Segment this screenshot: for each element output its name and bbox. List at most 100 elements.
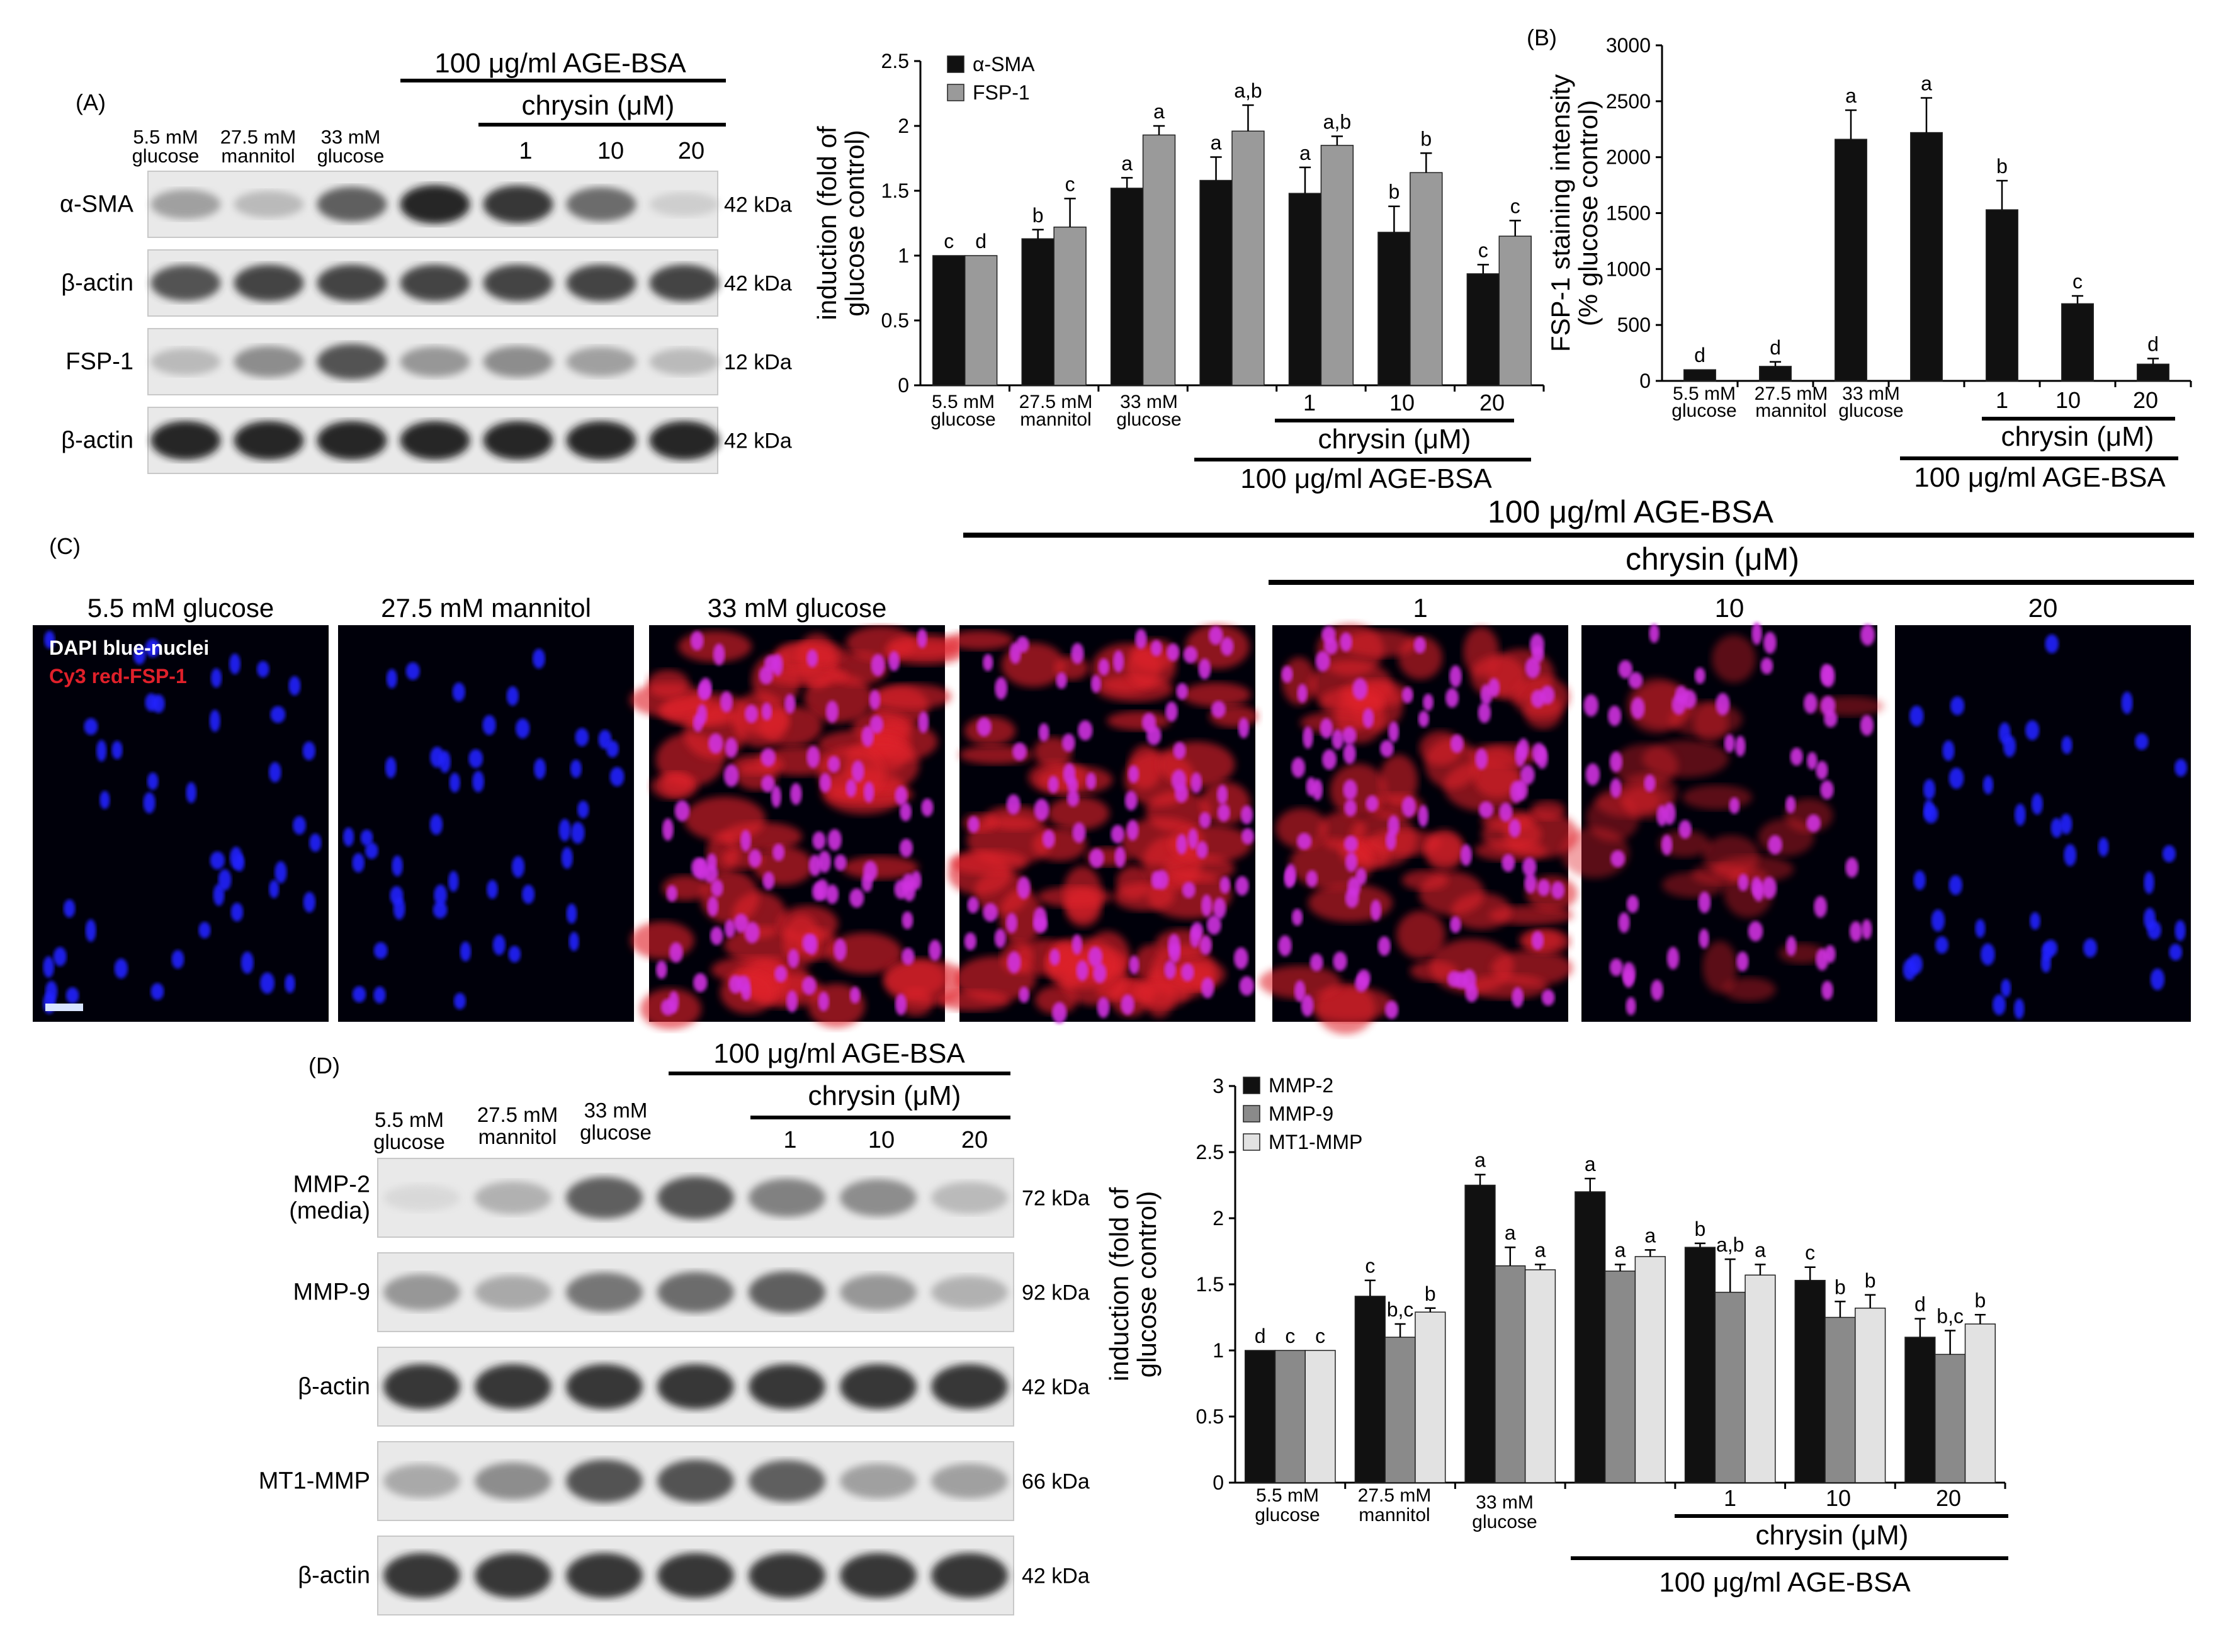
fsp1-signal [1047,796,1110,830]
nucleus [1017,876,1031,900]
nucleus [1213,897,1226,919]
nucleus [725,737,738,758]
nucleus [808,854,822,876]
nucleus [693,973,708,992]
nucleus [448,871,459,892]
blot-band [475,1275,551,1310]
blot-row-label: MT1-MMP [259,1468,370,1495]
age-bsa-label: 100 μg/ml AGE-BSA [713,1038,965,1069]
y-tick-label: 0 [1213,1471,1224,1494]
nucleus [1355,974,1369,992]
nucleus [1460,844,1472,866]
y-axis-label: glucose control) [1132,1191,1162,1378]
nucleus [230,902,244,922]
x-label-dose: 1 [1996,387,2008,413]
nucleus [1729,797,1740,814]
fsp1-signal [630,921,694,959]
nucleus [1649,623,1660,643]
y-tick-label: 1.5 [1196,1273,1224,1296]
blot-band [475,1364,551,1410]
nucleus [1201,977,1214,999]
nucleus [1607,705,1622,727]
nucleus [452,682,465,702]
blot-band [749,1553,825,1598]
bar [1464,1184,1496,1483]
image-header: 20 [2028,593,2058,623]
blot-band [317,421,387,460]
fsp1-signal [1133,979,1190,1008]
nucleus [1768,835,1783,855]
blot-band [400,421,470,460]
chart-b-age-label: 100 μg/ml AGE-BSA [1914,462,2166,493]
blot-row-label: FSP-1 [65,349,133,375]
nucleus [740,830,752,852]
nucleus [218,869,232,891]
nucleus [570,759,582,778]
nucleus [733,914,749,933]
nucleus [434,885,448,906]
nucleus [1948,875,1962,895]
fsp1-signal [1113,882,1175,911]
y-tick-label: 2.5 [881,50,909,72]
x-label-line: glucose [930,409,995,430]
nucleus [888,651,900,672]
x-label-dose: 10 [1389,390,1415,416]
nucleus [818,992,830,1012]
nucleus [1821,980,1833,1000]
nucleus [1499,802,1513,822]
nucleus [1093,963,1107,983]
fsp1-signal [1425,829,1464,872]
image-header: 10 [1715,593,1745,623]
nucleus [1748,920,1763,942]
y-tick-label: 0 [1639,370,1651,392]
fsp1-signal [1425,738,1478,789]
x-label-dose: 1 [1724,1485,1736,1511]
nucleus [1332,729,1344,750]
nucleus [1724,734,1735,753]
nucleus [918,711,929,733]
nucleus [871,653,885,677]
nucleus [1537,879,1551,897]
nucleus [902,911,913,929]
nucleus [1009,642,1022,664]
y-tick-label: 1 [898,244,909,267]
fsp1-signal [1106,711,1172,731]
nucleus [1352,677,1368,701]
nucleus [744,704,759,723]
blot-band [840,1179,917,1217]
blot-band [931,1182,1008,1214]
nucleus [482,715,496,735]
significance-letter: a,b [1323,110,1351,133]
nucleus [1199,812,1211,829]
nucleus [1515,779,1528,800]
nucleus [806,649,818,668]
dose-label-20: 20 [678,138,704,164]
legend-label: α-SMA [973,53,1035,76]
y-tick-label: 2000 [1606,146,1651,169]
fsp1-signal [1342,630,1417,657]
blot-band [383,1464,460,1498]
nucleus [2150,968,2165,990]
nucleus [1751,622,1762,645]
nucleus [1033,907,1047,930]
blot-band [657,1364,734,1410]
nucleus [352,853,365,873]
x-label-line: glucose [1838,400,1903,421]
blot-band [649,348,720,375]
fsp1-signal [1682,784,1753,810]
nucleus [1512,987,1524,1008]
nucleus [561,847,573,869]
nucleus [720,691,733,713]
y-tick-label: 2 [1213,1207,1224,1230]
nucleus [2169,944,2183,961]
fsp1-signal [732,692,789,747]
significance-letter: b [1974,1289,1986,1311]
nucleus [1217,784,1228,805]
nucleus [260,972,275,994]
nucleus [1418,805,1428,827]
blot-a-header: 100 μg/ml AGE-BSA chrysin (μM) 5.5 mM gl… [132,48,726,167]
significance-letter: c [2072,270,2083,293]
dose-label-10: 10 [868,1127,895,1153]
